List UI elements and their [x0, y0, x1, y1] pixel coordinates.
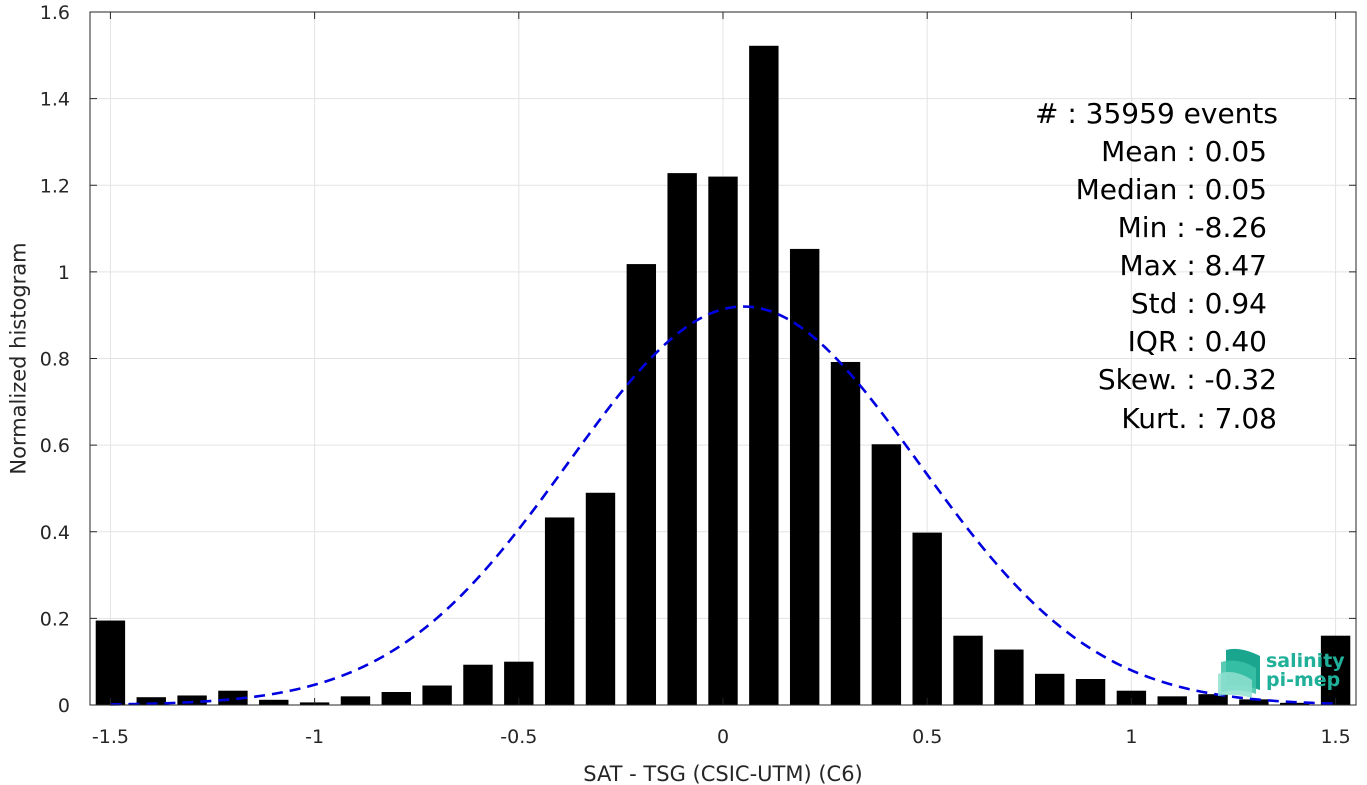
histogram-bar [422, 685, 452, 705]
histogram-bar [177, 695, 207, 705]
statistics-box: # : 35959 events Mean : 0.05 Median : 0.… [1035, 97, 1278, 435]
gaussian-fit-curve [110, 305, 1336, 706]
histogram-bar [218, 690, 248, 705]
x-tick-label: 1 [1125, 726, 1137, 748]
x-tick-label: 0.5 [912, 726, 942, 748]
y-tick-label: 1.6 [40, 2, 70, 24]
histogram-bar [381, 692, 411, 705]
histogram-bar [95, 620, 126, 705]
x-tick-label: -0.5 [500, 726, 537, 748]
histogram-bar [830, 361, 861, 705]
histogram-bar [667, 173, 697, 705]
histogram-bar [1320, 635, 1351, 705]
histogram-bar [708, 176, 738, 705]
y-tick-label: 0.2 [40, 608, 70, 630]
x-ticks: -1.5 -1 -0.5 0 0.5 1 1.5 [92, 12, 1351, 748]
x-tick-label: -1 [305, 726, 324, 748]
y-tick-label: 1 [58, 262, 70, 284]
histogram-bar [1198, 694, 1228, 705]
stat-max: Max : 8.47 [1120, 249, 1267, 282]
y-tick-label: 0.6 [40, 435, 70, 457]
salinity-pi-mep-logo: salinity pi-mep [1218, 648, 1345, 698]
stat-mean: Mean : 0.05 [1101, 135, 1267, 168]
x-tick-label: -1.5 [92, 726, 129, 748]
histogram-bar [953, 635, 983, 705]
stat-count: # : 35959 events [1035, 97, 1278, 130]
y-tick-label: 1.2 [40, 175, 70, 197]
stat-kurt: Kurt. : 7.08 [1121, 402, 1277, 435]
histogram-bar [749, 45, 779, 705]
stat-median: Median : 0.05 [1076, 173, 1267, 206]
x-tick-label: 1.5 [1320, 726, 1350, 748]
histogram-bar [136, 697, 166, 705]
waves-icon [1218, 648, 1260, 698]
stat-iqr: IQR : 0.40 [1128, 325, 1267, 358]
histogram-bar [463, 664, 493, 705]
stat-min: Min : -8.26 [1118, 211, 1267, 244]
logo-line1: salinity [1266, 650, 1345, 672]
y-tick-label: 1.4 [40, 89, 70, 111]
histogram-bar [585, 492, 616, 705]
histogram-bar [1116, 690, 1147, 705]
histogram-bar [1157, 696, 1187, 705]
histogram-bar [789, 248, 820, 705]
histogram-bar [1075, 679, 1106, 705]
y-tick-label: 0.8 [40, 349, 70, 371]
histogram-bar [1035, 673, 1065, 705]
bars [95, 45, 1351, 705]
stat-skew: Skew. : -0.32 [1098, 363, 1277, 396]
stat-std: Std : 0.94 [1131, 287, 1267, 320]
histogram-bar [340, 696, 371, 705]
y-ticks: 0 0.2 0.4 0.6 0.8 1 1.2 1.4 1.6 [40, 2, 1356, 717]
histogram-bar [994, 649, 1024, 705]
histogram-bar [259, 699, 289, 705]
histogram-bar [912, 532, 942, 705]
x-tick-label: 0 [717, 726, 729, 748]
y-tick-label: 0 [58, 695, 70, 717]
histogram-bar [1239, 699, 1269, 705]
logo-line2: pi-mep [1266, 669, 1340, 691]
x-axis-label: SAT - TSG (CSIC-UTM) (C6) [583, 762, 863, 785]
histogram-bar [504, 661, 534, 705]
histogram-bar [871, 444, 902, 705]
y-tick-label: 0.4 [40, 522, 70, 544]
histogram-bar [1280, 702, 1310, 705]
histogram-bar [544, 517, 575, 705]
y-axis-label: Normalized histogram [6, 242, 30, 474]
histogram-bar [626, 264, 657, 705]
